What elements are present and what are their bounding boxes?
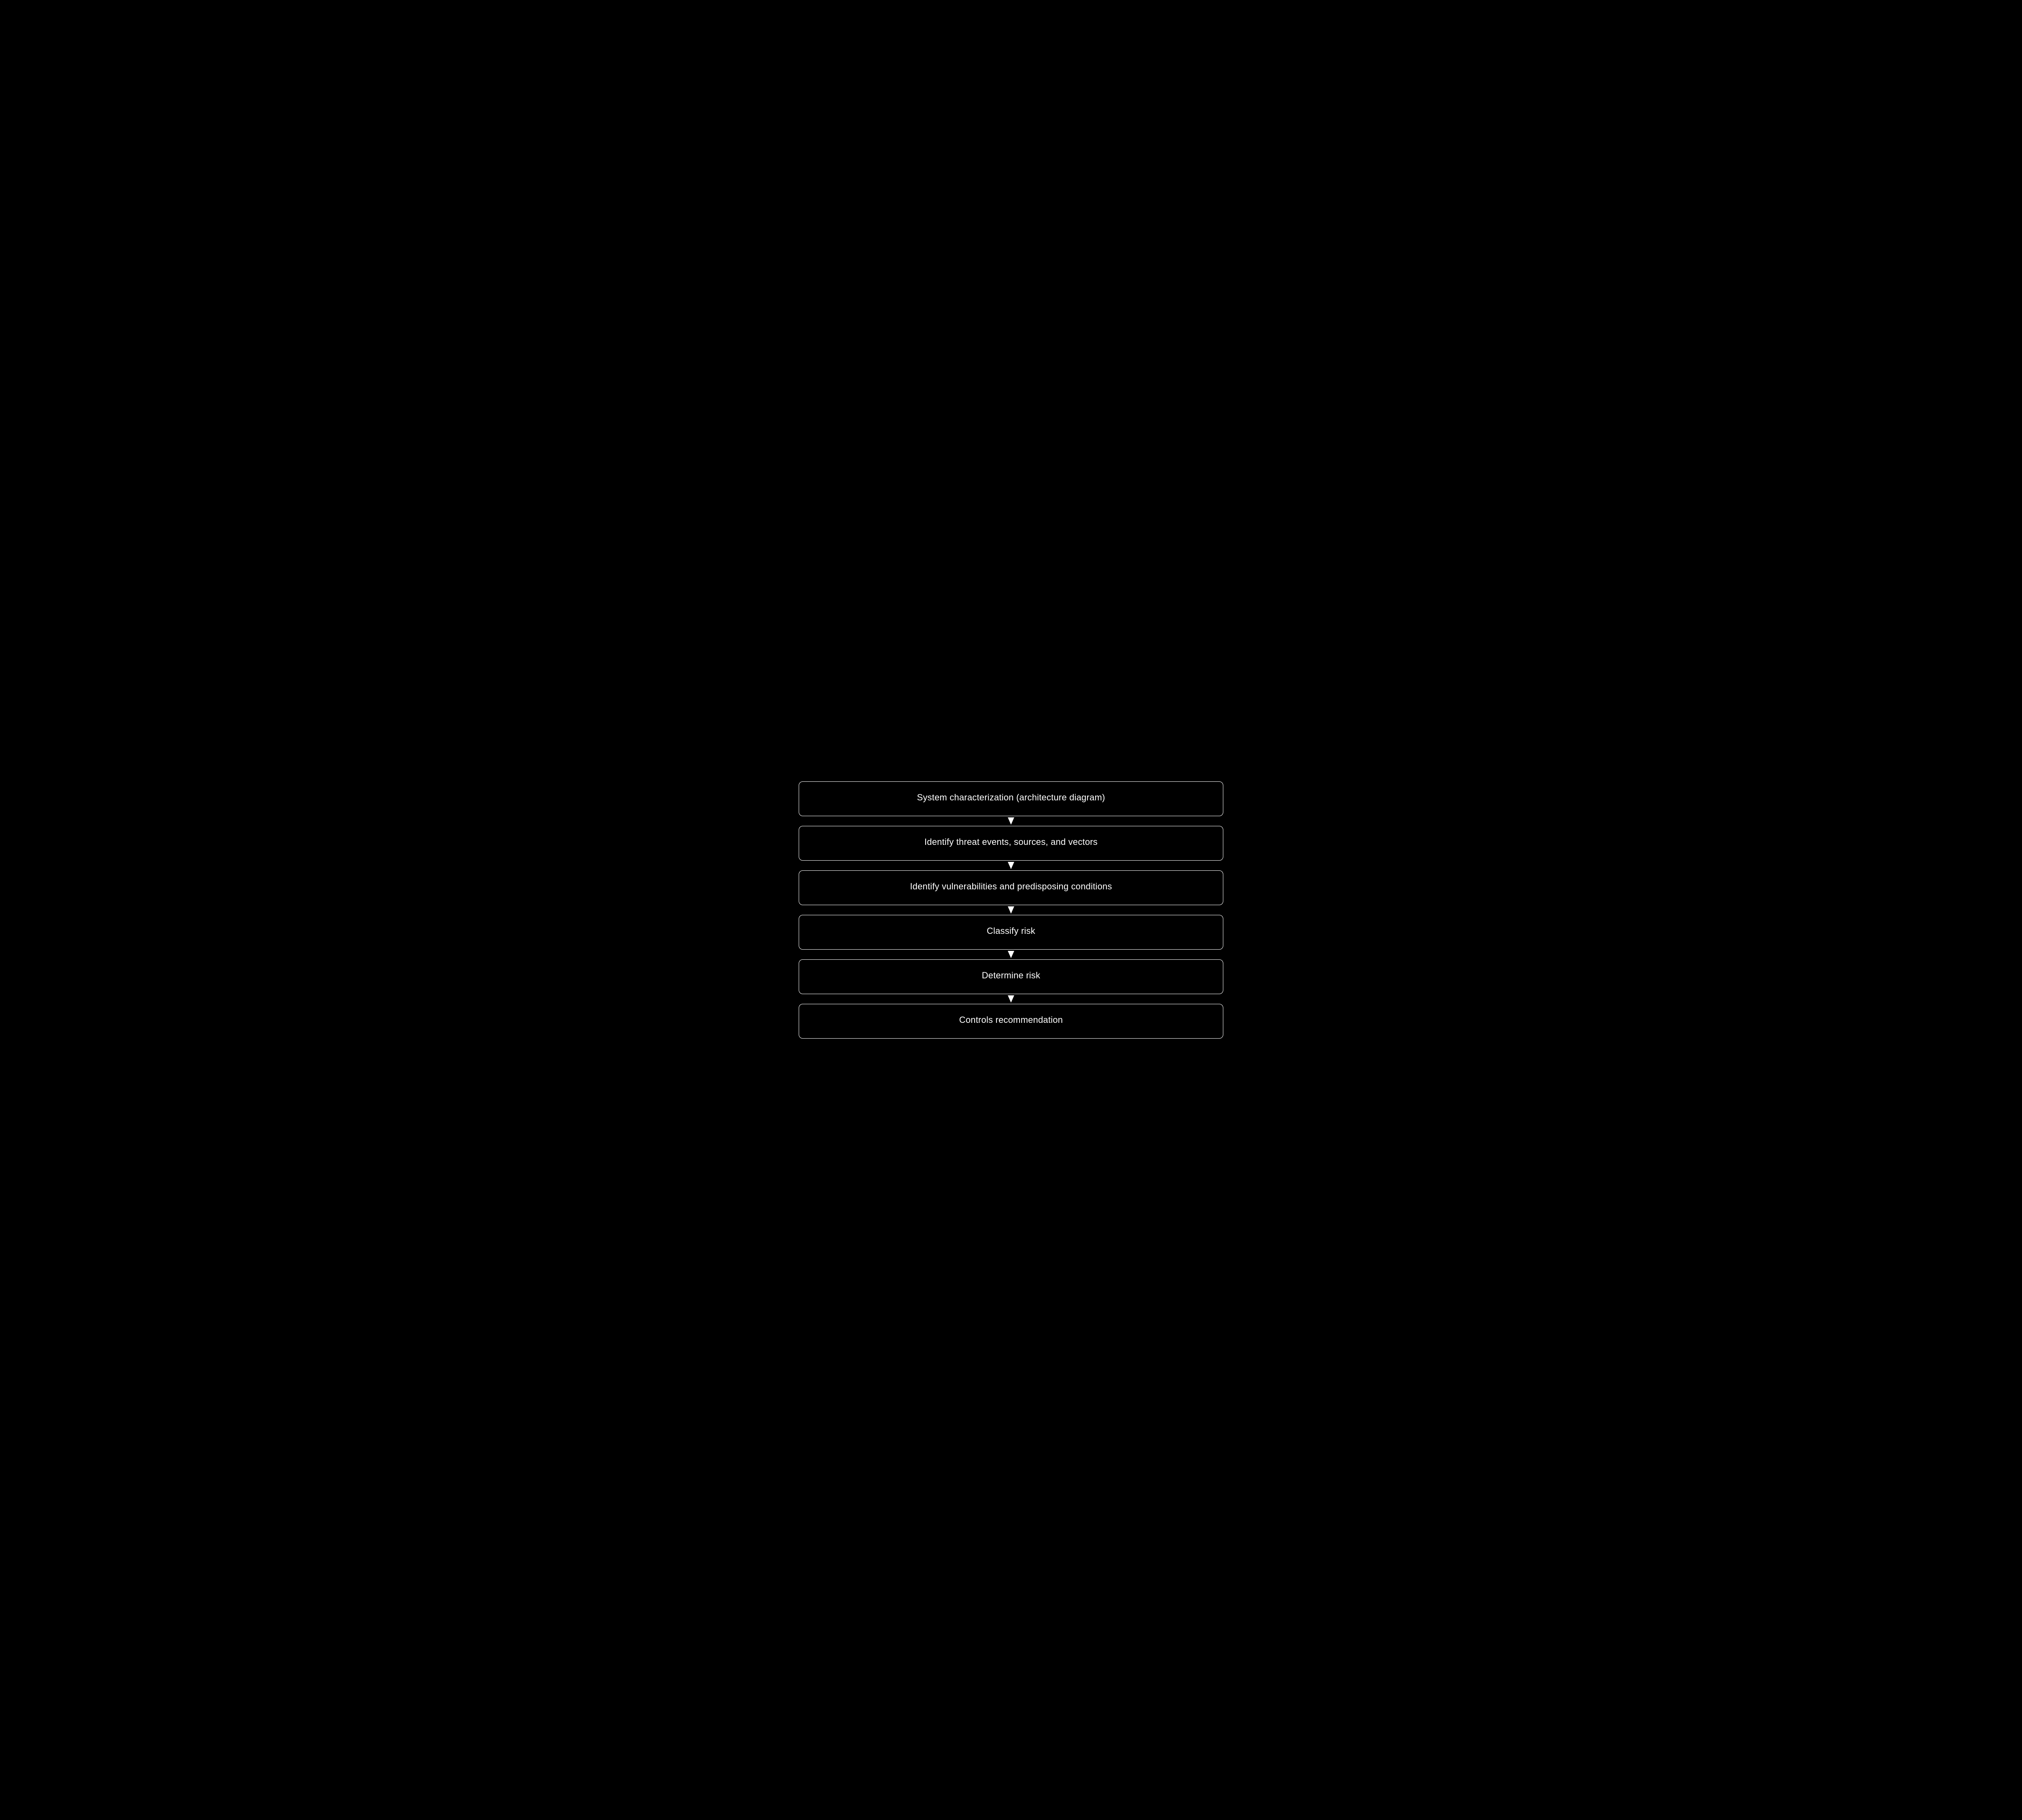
flow-node-label: Classify risk xyxy=(987,926,1035,936)
flow-node-label: Determine risk xyxy=(982,970,1041,980)
flow-node-identify-vulnerabilities: Identify vulnerabilities and predisposin… xyxy=(799,870,1223,905)
arrow-down-icon xyxy=(1008,862,1014,869)
flow-node-classify-risk: Classify risk xyxy=(799,915,1223,950)
flow-node-identify-threats: Identify threat events, sources, and vec… xyxy=(799,826,1223,861)
flow-node-system-characterization: System characterization (architecture di… xyxy=(799,781,1223,816)
arrow-down-icon xyxy=(1008,995,1014,1003)
arrow-down-icon xyxy=(1008,951,1014,958)
risk-assessment-flowchart: System characterization (architecture di… xyxy=(799,765,1223,1055)
flow-node-controls-recommendation: Controls recommendation xyxy=(799,1004,1223,1039)
flow-node-label: Controls recommendation xyxy=(959,1015,1063,1025)
flow-node-label: Identify threat events, sources, and vec… xyxy=(924,837,1098,847)
flow-node-label: System characterization (architecture di… xyxy=(917,792,1105,802)
flow-node-determine-risk: Determine risk xyxy=(799,959,1223,994)
arrow-down-icon xyxy=(1008,817,1014,825)
flow-node-label: Identify vulnerabilities and predisposin… xyxy=(910,881,1112,891)
arrow-down-icon xyxy=(1008,906,1014,914)
